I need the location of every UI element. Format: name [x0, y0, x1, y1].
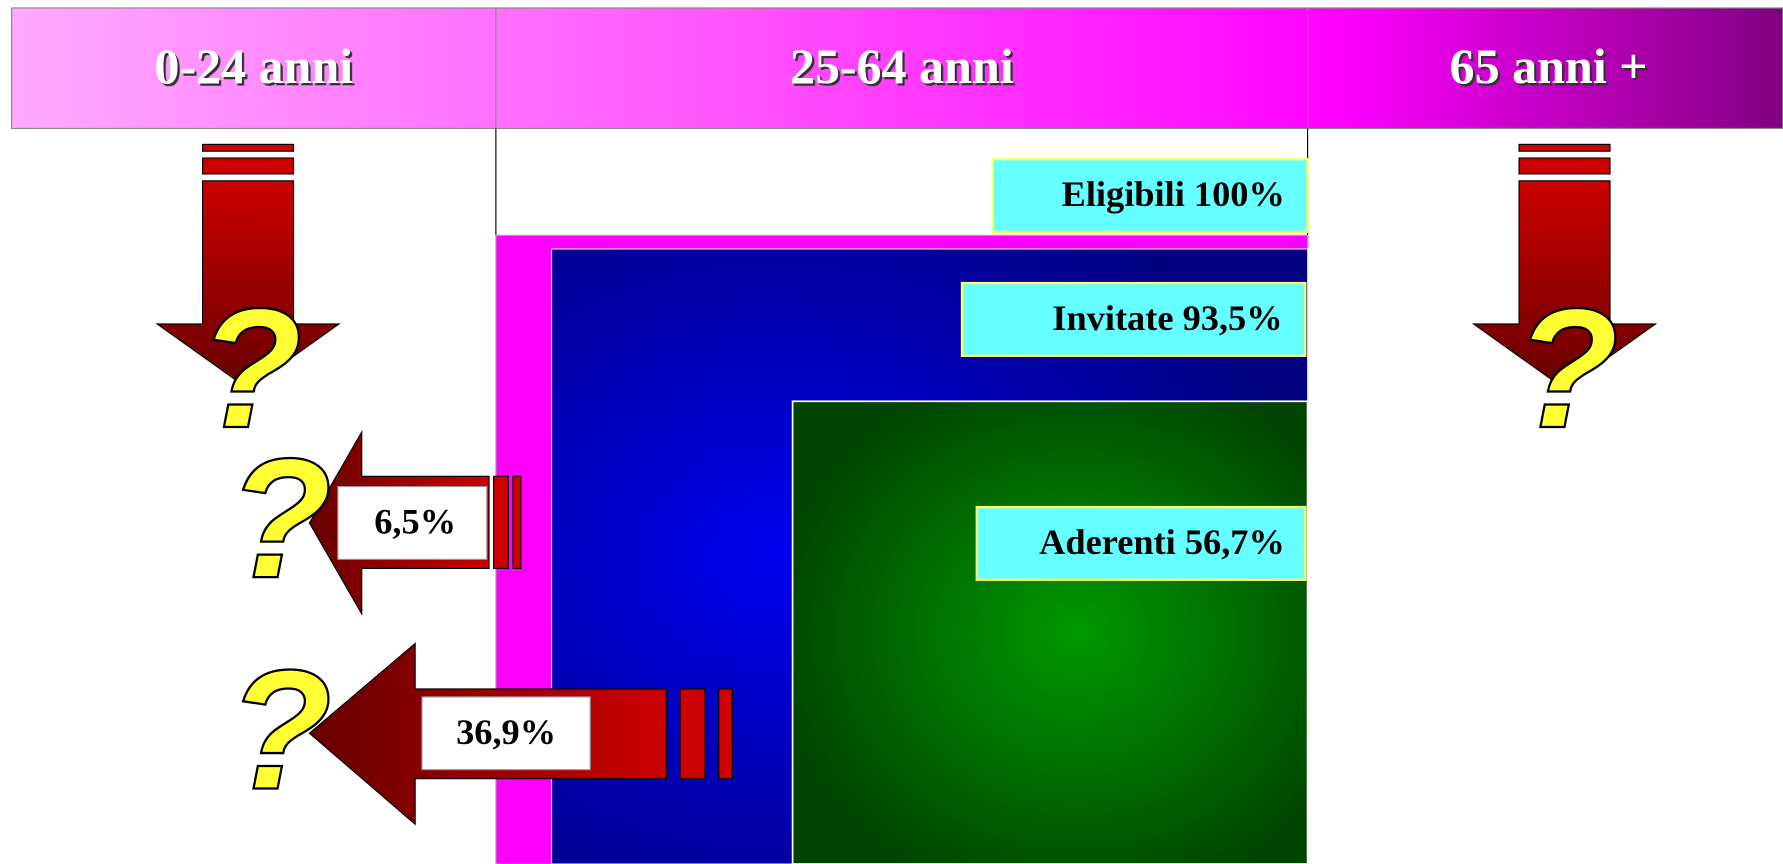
- label-box: [421, 696, 591, 771]
- group-label: 25-64 anni: [790, 38, 1014, 94]
- group-label: 0-24 anni: [154, 38, 353, 94]
- eligible-label: Eligibili 100%: [1062, 174, 1285, 214]
- group-label: 65 anni +: [1450, 38, 1648, 94]
- not-invited-label: 6,5%: [374, 502, 456, 542]
- question-mark: ?: [228, 424, 332, 614]
- header-bar: [11, 7, 1783, 130]
- down-arrow: [1471, 143, 1658, 390]
- question-mark: ?: [198, 274, 302, 464]
- down-arrow: [155, 143, 341, 390]
- adherent-area: [791, 400, 1309, 864]
- label-box: [960, 281, 1307, 357]
- label-box: [975, 505, 1307, 581]
- not-adherent-label: 36,9%: [456, 712, 556, 752]
- label-box: [337, 486, 488, 560]
- adherent-label: Aderenti 56,7%: [1039, 522, 1285, 562]
- question-mark: ?: [1515, 274, 1619, 464]
- invited-label: Invitate 93,5%: [1052, 298, 1282, 338]
- label-box: [991, 158, 1309, 234]
- question-mark: ?: [228, 636, 332, 826]
